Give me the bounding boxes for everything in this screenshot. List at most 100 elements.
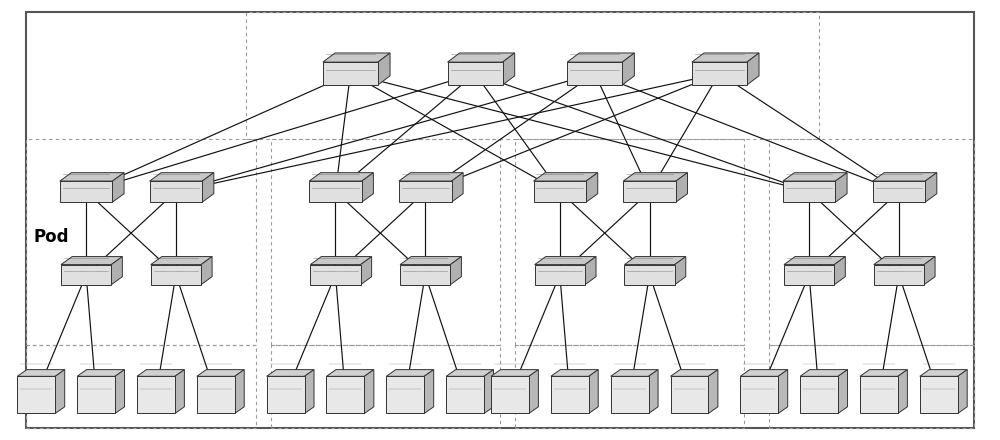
Polygon shape — [676, 172, 687, 202]
Polygon shape — [860, 376, 898, 414]
Polygon shape — [310, 257, 372, 264]
Polygon shape — [151, 257, 212, 264]
Polygon shape — [450, 257, 461, 285]
Polygon shape — [60, 181, 112, 202]
Polygon shape — [671, 376, 708, 414]
Polygon shape — [623, 181, 676, 202]
Polygon shape — [784, 257, 845, 264]
Polygon shape — [305, 370, 314, 414]
Polygon shape — [446, 370, 494, 376]
Polygon shape — [400, 257, 461, 264]
Polygon shape — [361, 257, 372, 285]
Polygon shape — [740, 370, 788, 376]
Polygon shape — [310, 264, 361, 285]
Polygon shape — [924, 257, 935, 285]
Polygon shape — [624, 257, 686, 264]
Polygon shape — [534, 181, 586, 202]
Polygon shape — [151, 264, 201, 285]
Polygon shape — [378, 53, 390, 85]
Polygon shape — [551, 376, 589, 414]
Polygon shape — [326, 376, 364, 414]
Polygon shape — [60, 172, 124, 181]
Polygon shape — [920, 370, 967, 376]
Polygon shape — [446, 376, 484, 414]
Polygon shape — [529, 370, 538, 414]
Polygon shape — [551, 370, 598, 376]
Polygon shape — [112, 172, 124, 202]
Polygon shape — [623, 172, 687, 181]
Polygon shape — [874, 264, 924, 285]
Polygon shape — [150, 181, 202, 202]
Polygon shape — [77, 370, 125, 376]
Polygon shape — [675, 257, 686, 285]
Polygon shape — [399, 172, 463, 181]
Polygon shape — [137, 376, 175, 414]
Polygon shape — [800, 376, 838, 414]
Polygon shape — [386, 376, 424, 414]
Polygon shape — [364, 370, 374, 414]
Polygon shape — [898, 370, 907, 414]
Polygon shape — [201, 257, 212, 285]
Polygon shape — [589, 370, 598, 414]
FancyBboxPatch shape — [26, 12, 974, 428]
Polygon shape — [567, 53, 634, 62]
Polygon shape — [491, 376, 529, 414]
Polygon shape — [873, 181, 925, 202]
Polygon shape — [834, 257, 845, 285]
Polygon shape — [17, 376, 55, 414]
Polygon shape — [61, 264, 111, 285]
Polygon shape — [111, 257, 122, 285]
Polygon shape — [920, 376, 958, 414]
Polygon shape — [860, 370, 907, 376]
Polygon shape — [622, 53, 634, 85]
Polygon shape — [55, 370, 65, 414]
Polygon shape — [611, 376, 649, 414]
Polygon shape — [611, 370, 658, 376]
Polygon shape — [874, 257, 935, 264]
Polygon shape — [692, 53, 759, 62]
Polygon shape — [235, 370, 244, 414]
Polygon shape — [838, 370, 848, 414]
Polygon shape — [309, 181, 362, 202]
Polygon shape — [326, 370, 374, 376]
Polygon shape — [671, 370, 718, 376]
Polygon shape — [175, 370, 184, 414]
Polygon shape — [567, 62, 622, 85]
Polygon shape — [586, 172, 598, 202]
Polygon shape — [323, 53, 390, 62]
Polygon shape — [747, 53, 759, 85]
Text: Pod: Pod — [33, 228, 69, 246]
Polygon shape — [448, 53, 515, 62]
Polygon shape — [783, 181, 835, 202]
Polygon shape — [386, 370, 434, 376]
Polygon shape — [925, 172, 937, 202]
Polygon shape — [585, 257, 596, 285]
Polygon shape — [649, 370, 658, 414]
Polygon shape — [778, 370, 788, 414]
Polygon shape — [115, 370, 125, 414]
Polygon shape — [197, 370, 244, 376]
Polygon shape — [708, 370, 718, 414]
Polygon shape — [873, 172, 937, 181]
Polygon shape — [624, 264, 675, 285]
Polygon shape — [800, 370, 848, 376]
Polygon shape — [309, 172, 373, 181]
Polygon shape — [958, 370, 967, 414]
Polygon shape — [534, 172, 598, 181]
Polygon shape — [323, 62, 378, 85]
Polygon shape — [784, 264, 834, 285]
Polygon shape — [61, 257, 122, 264]
Polygon shape — [17, 370, 65, 376]
Polygon shape — [740, 376, 778, 414]
Polygon shape — [267, 370, 314, 376]
Polygon shape — [400, 264, 450, 285]
Polygon shape — [783, 172, 847, 181]
Polygon shape — [362, 172, 373, 202]
Polygon shape — [835, 172, 847, 202]
Polygon shape — [491, 370, 538, 376]
Polygon shape — [692, 62, 747, 85]
Polygon shape — [535, 264, 585, 285]
Polygon shape — [197, 376, 235, 414]
Polygon shape — [424, 370, 434, 414]
Polygon shape — [399, 181, 452, 202]
